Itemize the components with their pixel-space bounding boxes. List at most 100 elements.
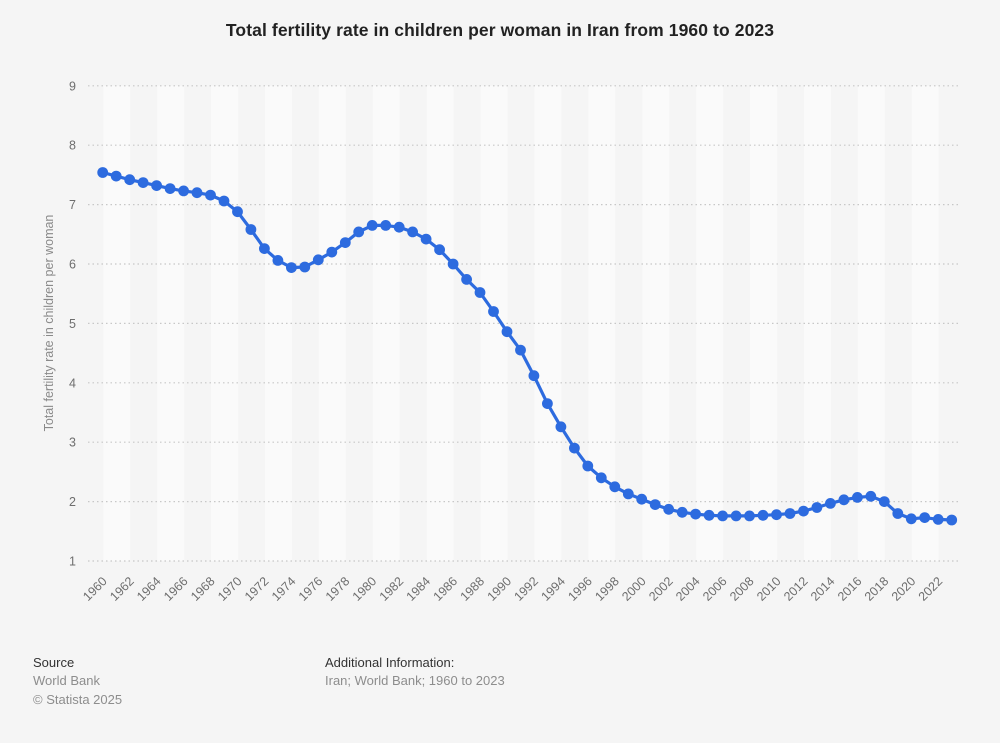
data-point: [218, 195, 230, 207]
y-tick-label: 8: [69, 139, 76, 153]
x-tick-label: 2000: [619, 574, 649, 604]
data-point: [447, 258, 459, 270]
data-point: [649, 499, 661, 510]
data-point: [703, 509, 715, 521]
x-tick-label: 2014: [808, 574, 838, 604]
source-value: World Bank: [33, 673, 100, 688]
data-point: [259, 243, 270, 255]
data-point: [757, 509, 769, 521]
y-tick-label: 2: [69, 495, 76, 509]
x-tick-label: 1976: [296, 574, 326, 604]
data-point: [892, 508, 904, 519]
x-tick-label: 1986: [431, 574, 461, 604]
x-tick-label: 1984: [404, 574, 434, 604]
plot-band: [103, 85, 131, 562]
data-point: [205, 189, 216, 201]
additional-info-block: Additional Information: Iran; World Bank…: [325, 655, 505, 692]
data-point: [312, 254, 324, 266]
data-point: [569, 442, 580, 454]
data-point: [582, 460, 594, 472]
x-tick-label: 1996: [565, 574, 595, 604]
x-tick-label: 1990: [485, 574, 515, 604]
data-point: [771, 509, 782, 521]
source-block: Source World Bank © Statista 2025: [33, 655, 122, 711]
data-point: [798, 505, 809, 517]
data-point: [825, 498, 836, 509]
data-point: [488, 306, 499, 317]
data-point: [110, 170, 122, 182]
data-point: [191, 187, 203, 199]
copyright-notice: © Statista 2025: [33, 692, 123, 707]
data-point: [838, 494, 850, 506]
data-point: [744, 510, 755, 522]
data-point: [515, 344, 526, 356]
x-tick-label: 2002: [646, 574, 676, 604]
x-tick-label: 1994: [538, 574, 568, 604]
x-tick-label: 1992: [511, 574, 541, 604]
x-tick-label: 1964: [134, 574, 164, 604]
data-point: [339, 237, 351, 249]
x-tick-label: 1968: [188, 574, 218, 604]
additional-info-value: Iran; World Bank; 1960 to 2023: [325, 673, 505, 688]
data-point: [528, 370, 540, 382]
data-point: [137, 177, 149, 189]
data-point: [784, 508, 796, 519]
data-point: [178, 185, 190, 197]
data-point: [717, 510, 728, 522]
data-point: [852, 492, 863, 503]
x-tick-label: 2018: [862, 574, 892, 604]
data-point: [420, 233, 432, 245]
data-point: [865, 490, 877, 502]
x-tick-label: 2010: [754, 574, 784, 604]
data-point: [232, 206, 243, 218]
data-point: [245, 224, 257, 235]
data-point: [878, 496, 890, 507]
x-tick-label: 1974: [269, 574, 299, 604]
y-tick-label: 6: [69, 258, 76, 272]
data-point: [474, 287, 486, 298]
additional-info-label: Additional Information:: [325, 655, 455, 670]
data-point: [97, 167, 109, 178]
source-label: Source: [33, 655, 75, 670]
data-point: [730, 510, 742, 522]
x-tick-label: 1982: [377, 574, 407, 604]
plot-band: [211, 85, 239, 562]
x-tick-label: 2004: [673, 574, 703, 604]
x-tick-label: 2022: [916, 574, 946, 604]
x-tick-label: 1962: [107, 574, 137, 604]
data-point: [407, 226, 418, 238]
data-point: [461, 274, 472, 285]
y-tick-label: 9: [69, 79, 76, 93]
data-point: [905, 513, 917, 525]
data-point: [393, 221, 405, 233]
x-tick-label: 1966: [161, 574, 191, 604]
x-tick-label: 2012: [781, 574, 811, 604]
data-point: [501, 326, 513, 338]
data-point: [622, 488, 634, 500]
x-tick-label: 2020: [889, 574, 919, 604]
data-line: [101, 170, 954, 522]
data-point: [811, 502, 823, 513]
data-point: [272, 255, 284, 266]
y-tick-label: 3: [69, 436, 76, 450]
data-point: [636, 493, 648, 505]
data-point: [366, 220, 378, 231]
y-tick-label: 7: [69, 198, 76, 212]
x-tick-label: 2008: [727, 574, 757, 604]
x-tick-label: 1998: [592, 574, 622, 604]
data-point: [663, 503, 675, 515]
x-tick-label: 2006: [700, 574, 730, 604]
data-point: [542, 398, 553, 409]
x-tick-label: 1978: [323, 574, 353, 604]
data-point: [946, 514, 958, 526]
data-point: [609, 481, 621, 493]
data-point: [286, 262, 297, 273]
y-tick-label: 4: [69, 376, 76, 390]
data-point: [932, 514, 944, 525]
data-point: [326, 246, 338, 258]
data-point: [353, 226, 365, 238]
fertility-line-chart: 1234567891960196219641966196819701972197…: [42, 79, 958, 604]
data-point: [919, 512, 931, 523]
plot-band: [157, 85, 185, 562]
